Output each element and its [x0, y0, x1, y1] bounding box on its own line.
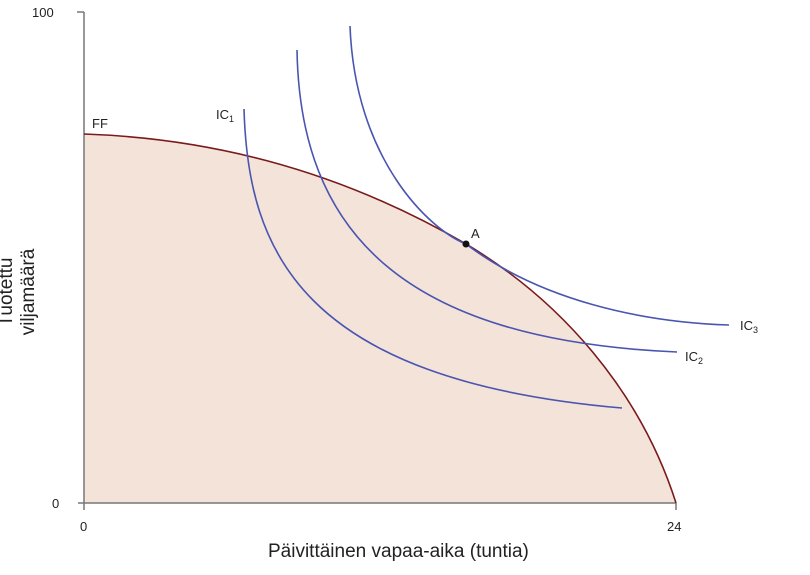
ic3-label: IC3	[740, 318, 758, 335]
y-tick-min: 0	[52, 496, 60, 511]
ic3-label-text: IC	[740, 318, 753, 333]
ic2-label: IC2	[685, 349, 703, 366]
x-tick-min: 0	[80, 519, 88, 534]
point-a-label: A	[471, 226, 480, 241]
x-axis-title: Päivittäinen vapaa-aika (tuntia)	[268, 541, 529, 562]
ic1-curve	[243, 108, 623, 409]
y-axis-title: Tuotettu viljamäärä	[0, 248, 39, 336]
ic3-label-sub: 3	[753, 325, 759, 335]
y-tick-max: 100	[32, 5, 54, 20]
feasible-set-area	[84, 134, 676, 503]
point-a-marker	[462, 240, 470, 248]
ic2-curve	[296, 49, 678, 353]
ff-label: FF	[92, 116, 108, 131]
ic2-label-text: IC	[685, 349, 698, 364]
ic1-label-text: IC	[216, 107, 229, 122]
x-tick-max: 24	[667, 519, 682, 534]
ic1-label-sub: 1	[229, 114, 235, 124]
ic2-label-sub: 2	[698, 356, 704, 366]
ic1-label: IC1	[216, 107, 234, 124]
